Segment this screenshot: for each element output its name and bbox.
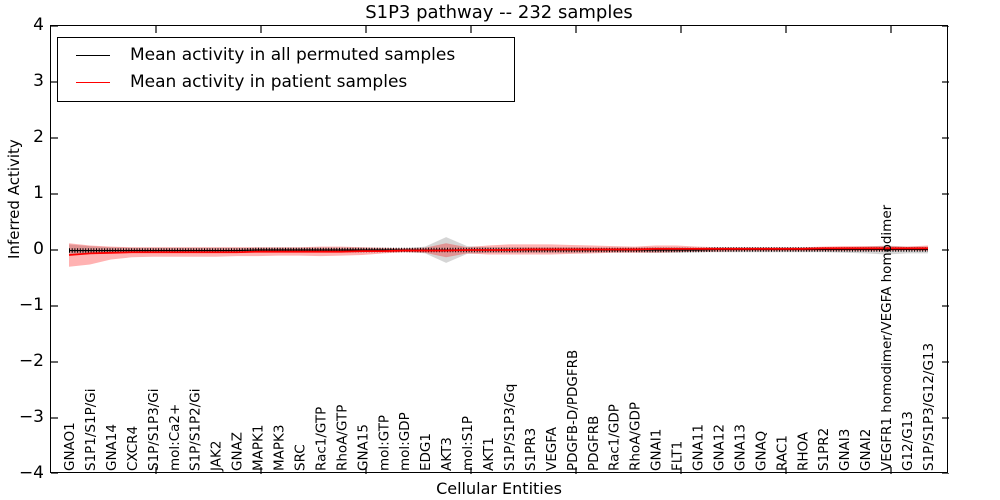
y-tick-label: 4 [33,15,44,35]
x-category-label: AKT1 [481,437,497,471]
x-category-label: MAPK3 [272,425,288,471]
legend-entry-permuted: Mean activity in all permuted samples [68,45,504,65]
x-category-label: S1P1/S1P/Gi [83,389,99,472]
chart-title: S1P3 pathway -- 232 samples [365,2,633,23]
x-category-label: Rac1/GTP [313,407,329,471]
x-category-label: GNAI1 [649,429,665,471]
y-tick-label: −3 [18,407,44,427]
x-category-label: mol:S1P [460,416,476,471]
plot-canvas: GNAO1 S1P1/S1P/Gi GNA14 CXCR4 S1P/S1P3/Gi mol… [51,26,949,474]
x-category-label: AKT3 [439,437,455,471]
x-category-label: mol:Ca2+ [167,404,183,471]
x-category-label: mol:GDP [397,412,413,471]
x-category-label: GNA14 [104,424,120,471]
x-category-label: VEGFA [544,426,560,471]
x-category-label: S1P/S1P3/G12/G13 [921,343,937,471]
x-category-label: GNA11 [691,424,707,471]
permuted-line-sample-icon [76,54,110,56]
plot-area: GNAO1 S1P1/S1P/Gi GNA14 CXCR4 S1P/S1P3/Gi mol… [50,25,949,474]
y-tick-label: −4 [18,463,44,483]
y-tick-label: 3 [33,71,44,91]
legend-label-patient: Mean activity in patient samples [130,72,408,92]
x-category-label: GNAI2 [858,429,874,471]
x-category-label: GNAQ [753,431,769,471]
x-category-label: S1PR2 [816,428,832,471]
x-category-label: mol:GTP [376,415,392,471]
x-category-label: S1P/S1P3/Gi [146,389,162,472]
patient-band [69,243,928,267]
y-tick-label: −1 [18,295,44,315]
x-category-label: RhoA/GTP [334,405,350,471]
x-category-label: SRC [292,444,308,471]
x-category-label: GNAO1 [62,422,78,471]
patient-mean-line [68,247,928,256]
patient-line-sample-icon [76,81,110,83]
x-category-label: PDGFB-D/PDGFRB [565,350,581,471]
legend: Mean activity in all permuted samples Me… [57,37,515,102]
x-category-label: GNA13 [732,424,748,471]
x-axis-label: Cellular Entities [436,479,562,498]
y-axis-label: Inferred Activity [4,139,23,259]
x-category-label: GNAI3 [837,429,853,471]
x-category-label: RHOA [795,431,811,471]
y-tick-label: −2 [18,351,44,371]
x-category-label: EDG1 [418,433,434,471]
x-category-label: GNA15 [355,424,371,471]
x-category-label: JAK2 [209,441,225,472]
legend-entry-patient: Mean activity in patient samples [68,72,504,92]
x-category-label: S1PR3 [523,428,539,471]
x-category-label: S1P/S1P2/Gi [188,389,204,472]
x-category-label: S1P/S1P3/Gq [502,384,518,471]
x-category-label: GNAZ [230,432,246,471]
legend-label-permuted: Mean activity in all permuted samples [130,45,456,65]
x-category-label: MAPK1 [251,425,267,471]
x-category-label: VEGFR1 homodimer/VEGFA homodimer [879,204,895,471]
x-category-label: G12/G13 [900,411,916,471]
x-category-label: PDGFRB [586,416,602,471]
x-category-label: CXCR4 [125,426,141,471]
x-category-label: FLT1 [670,441,686,471]
x-category-label: RhoA/GDP [628,402,644,471]
x-category-label: RAC1 [774,435,790,471]
x-category-label: Rac1/GDP [607,404,623,471]
x-category-label: GNA12 [711,424,727,471]
